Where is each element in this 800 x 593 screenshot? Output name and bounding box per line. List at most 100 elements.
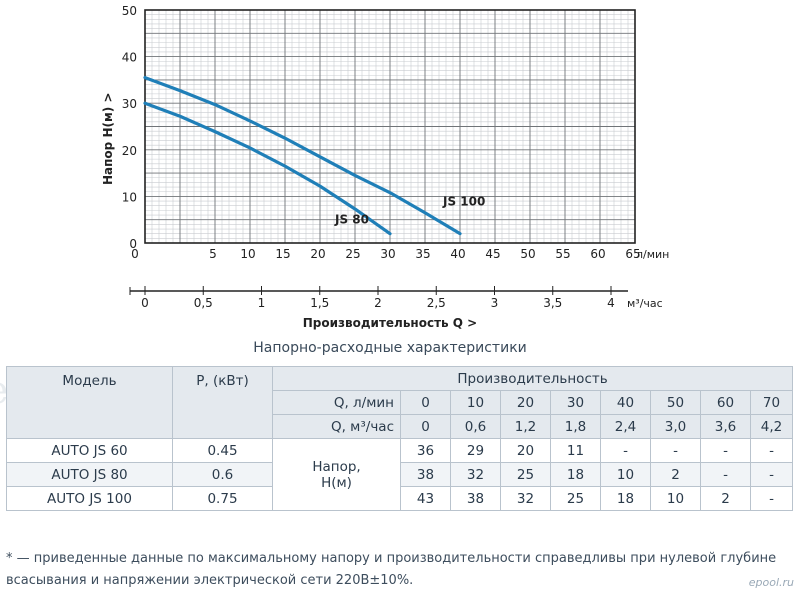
x-tick-label-m3h: 3 <box>491 296 499 310</box>
x-tick-label-lpm: 55 <box>555 247 570 261</box>
series-line <box>143 75 462 236</box>
x-tick-label-lpm: 15 <box>275 247 290 261</box>
series-line <box>143 101 392 236</box>
q-m3h-value: 2,4 <box>600 414 651 439</box>
y-tick-label: 50 <box>122 4 137 18</box>
x-tick-label-lpm: 30 <box>380 247 395 261</box>
y-tick-label: 0 <box>129 237 137 251</box>
pump-curve-chart: 50 40 30 20 10 0 Напор Н(м) > 0 5 10 15 20 25 30 35 40 4… <box>101 4 669 330</box>
y-tick-label: 20 <box>122 144 137 158</box>
head-label: Напор, <box>312 458 361 475</box>
plot-frame <box>144 9 636 244</box>
head-value: - <box>749 438 794 463</box>
q-lpm-value: 20 <box>500 390 551 415</box>
y-tick-label: 40 <box>122 51 137 65</box>
head-value: - <box>749 462 794 487</box>
x-tick-label-lpm: 65 <box>625 247 640 261</box>
head-value: - <box>700 462 751 487</box>
head-value: 36 <box>400 438 451 463</box>
x-tick-label-lpm: 50 <box>520 247 535 261</box>
head-value: 32 <box>450 462 501 487</box>
x-tick-label-lpm: 5 <box>209 247 217 261</box>
x-tick-label-lpm: 45 <box>485 247 500 261</box>
x-tick-label-lpm: 25 <box>345 247 360 261</box>
power-value: 0.6 <box>172 462 273 487</box>
head-value: 38 <box>400 462 451 487</box>
x-unit-lpm: л/мин <box>636 248 669 261</box>
head-value: - <box>600 438 651 463</box>
x-tick-label-lpm: 0 <box>131 247 139 261</box>
x-tick-label-lpm: 10 <box>240 247 255 261</box>
q-lpm-value: 30 <box>550 390 601 415</box>
y-tick-label: 10 <box>122 190 137 204</box>
series-label: JS 100 <box>442 195 485 209</box>
model-name: AUTO JS 100 <box>6 486 173 511</box>
power-value: 0.45 <box>172 438 273 463</box>
q-m3h-value: 3,0 <box>650 414 701 439</box>
q-m3h-value: 1,8 <box>550 414 601 439</box>
head-value: 10 <box>600 462 651 487</box>
chart-subtitle: Напорно-расходные характеристики <box>253 340 527 356</box>
x-tick-label-lpm: 35 <box>415 247 430 261</box>
head-value: 18 <box>550 462 601 487</box>
head-value: - <box>749 486 794 511</box>
q-m3h-value: 0,6 <box>450 414 501 439</box>
q-m3h-value: 3,6 <box>700 414 751 439</box>
head-value: 29 <box>450 438 501 463</box>
performance-table: Модель P, (кВт) Производительность Q, л/… <box>6 366 794 511</box>
q-m3h-value: 1,2 <box>500 414 551 439</box>
head-unit-label: Н(м) <box>321 474 352 491</box>
head-value: - <box>650 438 701 463</box>
q-lpm-value: 50 <box>650 390 701 415</box>
header-q-m3h: Q, м³/час <box>272 414 401 439</box>
q-lpm-value: 10 <box>450 390 501 415</box>
q-lpm-value: 70 <box>749 390 794 415</box>
site-logo: epool.ru <box>748 576 794 589</box>
head-value: 10 <box>650 486 701 511</box>
x-tick-label-m3h: 0,5 <box>194 296 213 310</box>
head-value: 11 <box>550 438 601 463</box>
q-lpm-value: 40 <box>600 390 651 415</box>
head-value: 32 <box>500 486 551 511</box>
footnote: * — приведенные данные по максимальному … <box>6 551 777 588</box>
head-value: - <box>700 438 751 463</box>
x-tick-label-m3h: 2,5 <box>427 296 446 310</box>
header-model: Модель <box>6 366 173 439</box>
head-value: 18 <box>600 486 651 511</box>
head-value: 38 <box>450 486 501 511</box>
x-tick-label-lpm: 40 <box>450 247 465 261</box>
q-m3h-value: 4,2 <box>749 414 794 439</box>
x-axis-label: Производительность Q > <box>303 316 477 330</box>
q-lpm-value: 0 <box>400 390 451 415</box>
y-tick-label: 30 <box>122 97 137 111</box>
q-lpm-value: 60 <box>700 390 751 415</box>
x-tick-label-lpm: 20 <box>310 247 325 261</box>
head-value: 43 <box>400 486 451 511</box>
header-performance: Производительность <box>271 366 794 391</box>
table-row: AUTO JS 100 0.75 43 38 32 25 18 10 2- <box>6 486 794 511</box>
table-row: AUTO JS 80 0.6 38 32 25 18 10 2- - <box>6 462 794 487</box>
x-tick-label-m3h: 1 <box>258 296 266 310</box>
series-label: JS 80 <box>334 213 369 227</box>
head-label-cell: Напор, Н(м) <box>272 438 401 511</box>
x-tick-label-m3h: 4 <box>607 296 615 310</box>
x-unit-m3h: м³/час <box>627 297 663 310</box>
header-power: P, (кВт) <box>172 366 273 439</box>
power-value: 0.75 <box>172 486 273 511</box>
head-value: 20 <box>500 438 551 463</box>
x-tick-label-lpm: 60 <box>590 247 605 261</box>
head-value: 25 <box>500 462 551 487</box>
model-name: AUTO JS 60 <box>6 438 173 463</box>
q-m3h-value: 0 <box>400 414 451 439</box>
chart-canvas: 50 40 30 20 10 0 Напор Н(м) > 0 5 10 15 20 25 30 35 40 4… <box>101 4 669 330</box>
header-q-lpm: Q, л/мин <box>272 390 401 415</box>
x-tick-label-m3h: 2 <box>374 296 382 310</box>
head-value: 2 <box>700 486 751 511</box>
model-name: AUTO JS 80 <box>6 462 173 487</box>
head-value: 25 <box>550 486 601 511</box>
table-row: AUTO JS 60 0.45 Напор, Н(м) 36 29 20 11- - - - <box>6 438 794 511</box>
head-value: 2 <box>650 462 701 487</box>
x-tick-label-m3h: 3,5 <box>543 296 562 310</box>
y-axis-label: Напор Н(м) > <box>101 93 115 186</box>
x-tick-label-m3h: 1,5 <box>310 296 329 310</box>
